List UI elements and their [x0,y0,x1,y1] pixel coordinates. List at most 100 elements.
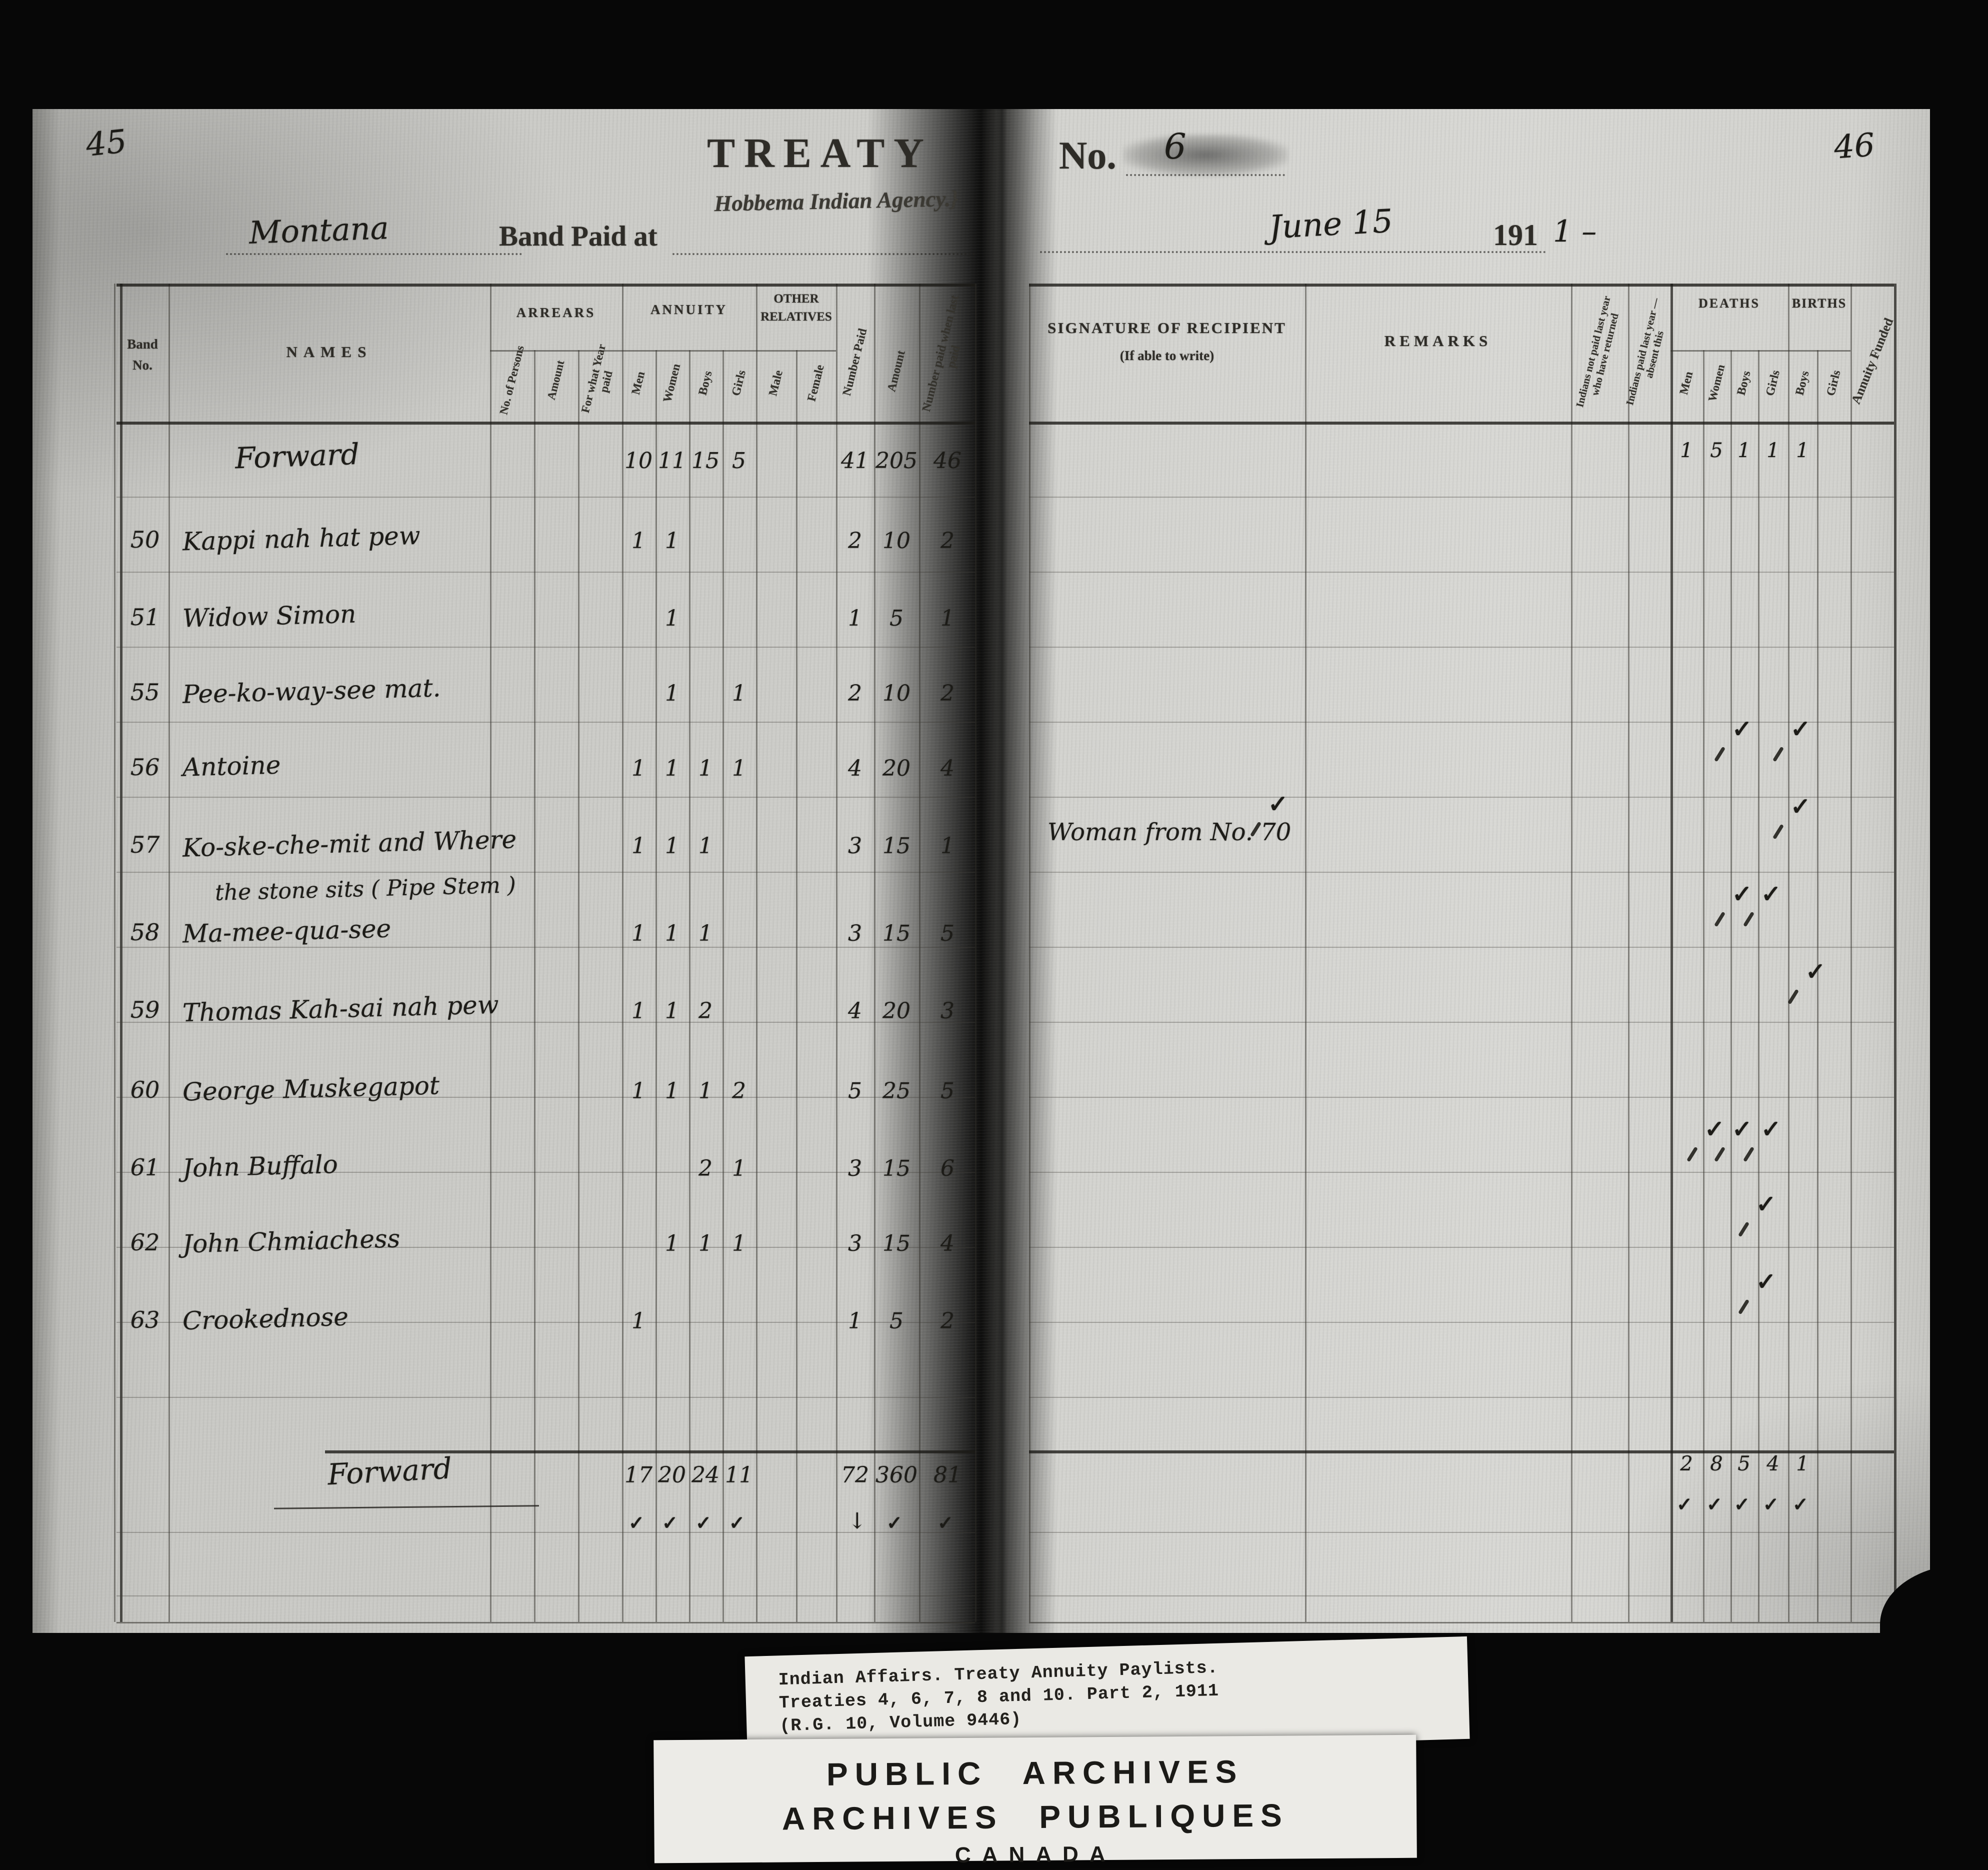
col-relatives: RELATIVES [760,310,832,324]
row-55-women: 1 [665,681,679,706]
forward-b_boys: 1 [1796,439,1809,462]
totals-db-tick-0: ✓ [1676,1493,1692,1515]
row-50-paid: 2 [848,528,862,554]
archives-line-1: PUBLIC ARCHIVES [826,1753,1244,1792]
archives-line-3: CANADA [954,1841,1116,1868]
grid-hline-22 [116,947,975,948]
col-signature-sub: (If able to write) [1120,348,1214,363]
row-62-name: John Chmiachess [182,1224,400,1259]
forward-women: 11 [658,448,686,474]
row-55-girls: 1 [732,681,746,706]
grid-hline-15 [1029,647,1894,648]
grid-hline-12 [116,572,975,573]
row-61-band-no: 61 [130,1154,160,1181]
totals-d_men: 2 [1680,1452,1693,1475]
forward-d_men: 1 [1680,439,1693,462]
grid-hline-8 [116,1622,975,1623]
row-60-paid: 5 [848,1078,862,1104]
row-57-paid: 3 [848,833,862,859]
row-58-boys: 1 [698,921,712,946]
grid-hline-26 [116,1097,975,1098]
grid-hline-37 [1029,1532,1894,1533]
date-line [1040,251,1546,253]
totals-digit-tick-1: ✓ [662,1511,678,1534]
grid-hline-21 [1029,872,1894,873]
grid-hline-31 [1029,1247,1894,1248]
band-name: Montana [248,210,390,251]
grid-hline-28 [116,1172,975,1173]
row-57-band-no: 57 [130,831,160,858]
public-archives-stamp: PUBLIC ARCHIVES ARCHIVES PUBLIQUES CANAD… [654,1734,1417,1867]
row-56-band-no: 56 [130,754,160,781]
grid-vline-25 [1817,350,1818,1622]
grid-hline-20 [116,872,975,873]
totals-d_boys: 5 [1738,1452,1750,1475]
totals-b_boys: 1 [1796,1452,1809,1475]
row-57-boys: 1 [698,833,712,859]
grid-vline-9 [722,350,724,1622]
row-62-last: 4 [940,1231,954,1256]
title-treaty: TREATY [707,130,933,177]
col-annuity: ANNUITY [650,302,728,317]
row-59-paid: 4 [848,998,862,1024]
grid-vline-24 [1788,284,1790,1622]
row-55-last: 2 [940,681,954,706]
grid-vline-12 [836,284,838,1622]
grid-hline-25 [1029,1022,1894,1023]
forward-d_boys: 1 [1738,439,1750,462]
row-61-paid: 3 [848,1156,862,1181]
row-61-amount: 15 [882,1156,910,1181]
grid-vline-6 [622,284,624,1622]
row-51-name: Widow Simon [182,599,356,633]
row-56-amount: 20 [882,756,910,781]
row-62-band-no: 62 [130,1229,160,1256]
row-62-women: 1 [665,1231,679,1256]
grid-hline-0 [116,284,975,287]
grid-hline-24 [116,1022,975,1023]
grid-hline-33 [1029,1322,1894,1323]
row-61-boys: 2 [698,1156,712,1181]
forward-paid: 41 [841,448,869,474]
grid-vline-20 [1670,284,1673,1622]
row-56-men: 1 [632,756,646,781]
grid-hline-7 [1029,1450,1894,1453]
grid-vline-3 [490,284,492,1622]
row-62-boys: 1 [698,1231,712,1256]
row-58-band-no: 58 [130,919,160,946]
grid-vline-11 [796,350,798,1622]
grid-hline-16 [116,722,975,723]
row-57-women: 1 [665,833,679,859]
row-50-women: 1 [665,528,679,554]
page-number-right: 46 [1832,127,1876,167]
year-written: 1 – [1553,214,1597,249]
row-58-last: 5 [940,921,954,946]
row-63-amount: 5 [890,1308,904,1334]
row-58-name: Ma-mee-qua-see [182,914,392,949]
grid-vline-1 [120,284,122,1622]
totals-d_women: 8 [1710,1452,1723,1475]
date-written: June 15 [1268,203,1394,247]
totals-db-tick-2: ✓ [1734,1493,1750,1515]
grid-hline-18 [116,797,975,798]
totals-last: 81 [934,1462,962,1488]
row-55-amount: 10 [882,681,910,706]
row-57-last: 1 [940,833,954,859]
row-57-men: 1 [632,833,646,859]
grid-hline-35 [1029,1397,1894,1398]
totals-d_girls: 4 [1766,1452,1780,1475]
row-63-last: 2 [940,1308,954,1334]
obliterated-stamp [1123,134,1288,176]
totals-girls: 11 [725,1462,753,1488]
grid-vline-22 [1730,350,1732,1622]
row-59-last: 3 [940,998,954,1024]
row-57-remark-check: ✓ [1268,790,1288,818]
grid-hline-38 [116,1595,975,1596]
grid-hline-6 [325,1450,975,1453]
grid-vline-19 [1628,284,1630,1622]
col-band-no: Band No. [118,334,168,376]
row-63-men: 1 [632,1308,646,1334]
totals-db-tick-1: ✓ [1706,1493,1722,1515]
totals-db-tick-3: ✓ [1763,1493,1779,1515]
band-name-line [226,253,522,255]
